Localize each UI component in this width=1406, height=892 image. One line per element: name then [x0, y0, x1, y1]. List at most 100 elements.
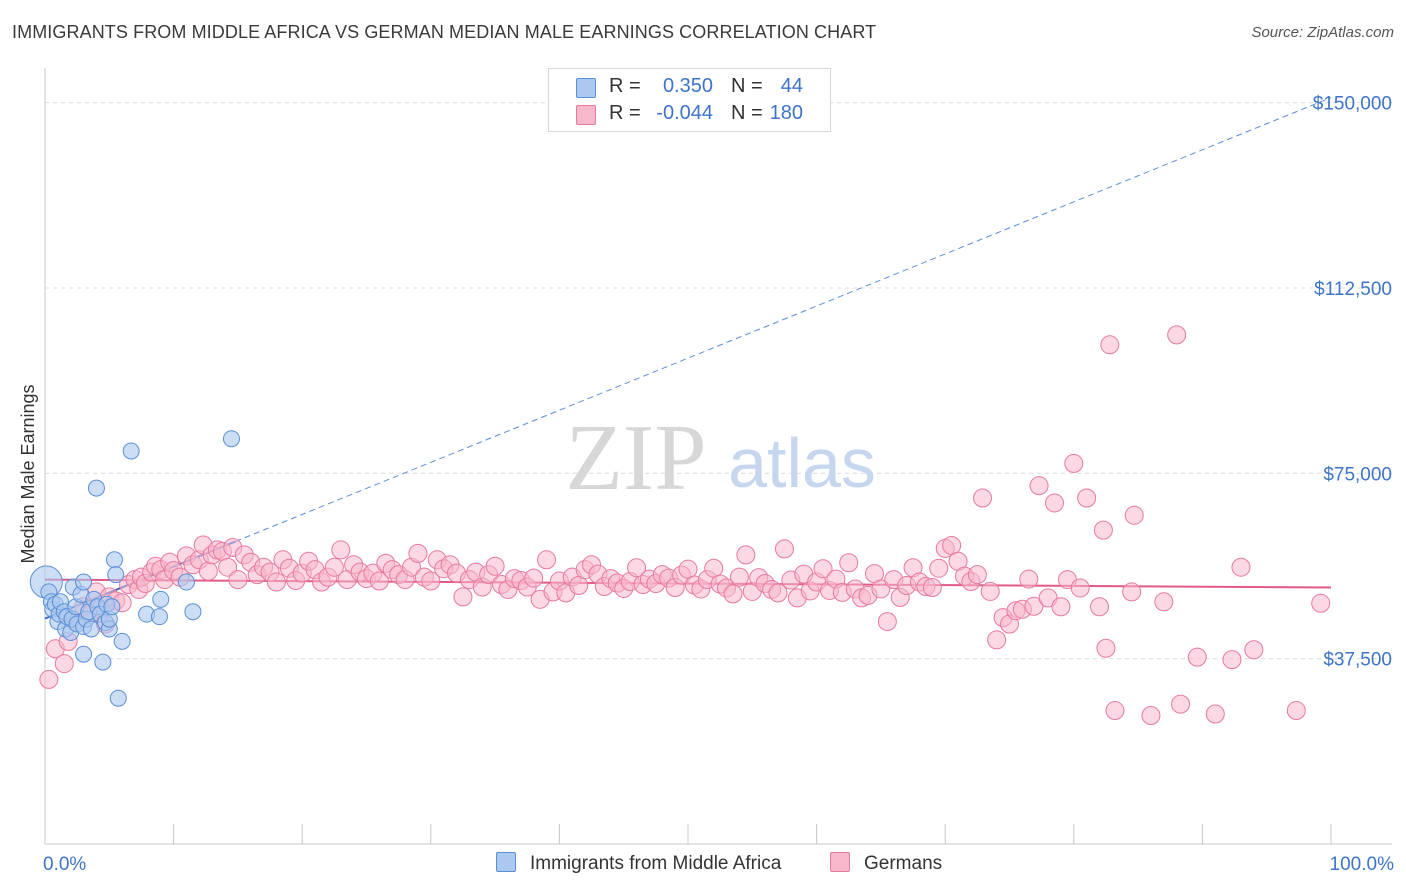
data-point-germans	[972, 488, 992, 508]
data-point-germans	[485, 556, 505, 576]
chart-title: IMMIGRANTS FROM MIDDLE AFRICA VS GERMAN …	[12, 22, 877, 42]
data-point-germans	[228, 570, 248, 590]
series-legend-blue: Immigrants from Middle Africa	[496, 852, 781, 875]
legend-r-label: R =	[609, 75, 641, 97]
label-layer: $37,500 $75,000 $112,500 $150,000 0.0% 100.0%…	[18, 94, 1394, 875]
data-point-germans	[1077, 488, 1097, 508]
series-legend-swatch-pink	[830, 852, 850, 872]
data-point-germans	[369, 571, 389, 591]
data-point-germans	[218, 557, 238, 577]
data-point-germans	[877, 612, 897, 632]
data-point-middle-africa	[177, 573, 195, 591]
legend-n-label: N =	[731, 102, 763, 124]
data-point-germans	[1070, 578, 1090, 598]
data-point-germans	[839, 553, 859, 573]
data-point-germans	[1205, 704, 1225, 724]
data-point-germans	[678, 559, 698, 579]
y-tick-label: $150,000	[1313, 94, 1392, 115]
data-point-germans	[524, 568, 544, 588]
data-point-germans	[704, 558, 724, 578]
data-point-germans	[1222, 650, 1242, 670]
data-point-germans	[1171, 694, 1191, 714]
data-point-germans	[1029, 476, 1049, 496]
data-point-middle-africa	[152, 590, 170, 608]
data-point-germans	[1096, 638, 1116, 658]
legend-r-label: R =	[609, 102, 641, 124]
data-point-germans	[198, 561, 218, 581]
chart-source: Source: ZipAtlas.com	[1251, 24, 1394, 41]
series-legend-pink: Germans	[830, 852, 942, 875]
stats-legend-row-pink: R = -0.044 N = 180	[549, 100, 830, 128]
data-point-germans	[1167, 325, 1187, 345]
data-point-middle-africa	[109, 689, 127, 707]
data-point-middle-africa	[103, 598, 121, 616]
data-point-germans	[408, 543, 428, 563]
series-legend-swatch-blue	[496, 852, 516, 872]
legend-swatch-pink	[576, 105, 596, 125]
data-point-germans	[569, 575, 589, 595]
data-point-germans	[324, 557, 344, 577]
legend-n-label: N =	[731, 75, 763, 97]
data-point-germans	[922, 577, 942, 597]
legend-r-value: -0.044	[656, 102, 713, 124]
data-point-germans	[1244, 640, 1264, 660]
data-point-germans	[1024, 596, 1044, 616]
data-point-germans	[54, 654, 74, 674]
data-point-germans	[1105, 701, 1125, 721]
data-point-middle-africa	[87, 479, 105, 497]
data-point-germans	[768, 583, 788, 603]
points-layer	[29, 325, 1331, 725]
data-point-germans	[1019, 569, 1039, 589]
data-point-germans	[980, 581, 1000, 601]
data-point-germans	[1090, 597, 1110, 617]
legend-n-value: 44	[780, 75, 803, 97]
data-point-germans	[1045, 493, 1065, 513]
data-point-middle-africa	[82, 620, 100, 638]
data-point-germans	[967, 565, 987, 585]
data-point-middle-africa	[107, 566, 125, 584]
y-tick-label: $75,000	[1323, 464, 1392, 485]
data-point-germans	[942, 535, 962, 555]
watermark-atlas: atlas	[728, 424, 876, 502]
data-point-middle-africa	[150, 608, 168, 626]
data-point-germans	[537, 550, 557, 570]
data-point-germans	[1141, 705, 1161, 725]
data-point-middle-africa	[75, 645, 93, 663]
data-point-middle-africa	[184, 603, 202, 621]
data-point-germans	[1064, 453, 1084, 473]
data-point-germans	[1231, 557, 1251, 577]
watermark-zip: ZIP	[566, 406, 707, 510]
legend-swatch-blue	[576, 78, 596, 98]
data-point-germans	[1122, 582, 1142, 602]
data-point-germans	[1154, 592, 1174, 612]
data-point-germans	[729, 567, 749, 587]
data-point-middle-africa	[75, 573, 93, 591]
data-point-germans	[929, 558, 949, 578]
data-point-middle-africa	[122, 442, 140, 460]
data-point-germans	[987, 630, 1007, 650]
data-point-germans	[266, 572, 286, 592]
x-tick-label: 100.0%	[1330, 854, 1395, 875]
y-axis-title: Median Male Earnings	[18, 384, 38, 563]
data-point-middle-africa	[222, 430, 240, 448]
stats-legend: R = 0.350 N = 44 R = -0.044 N = 180	[548, 68, 831, 132]
data-point-germans	[1286, 701, 1306, 721]
data-point-middle-africa	[105, 551, 123, 569]
data-point-middle-africa	[113, 632, 131, 650]
y-tick-label: $37,500	[1323, 650, 1392, 671]
data-point-germans	[39, 669, 59, 689]
data-point-germans	[774, 539, 794, 559]
data-point-germans	[627, 558, 647, 578]
data-point-germans	[1100, 335, 1120, 355]
y-tick-label: $112,500	[1314, 279, 1392, 300]
data-point-germans	[1093, 520, 1113, 540]
legend-r-value: 0.350	[662, 75, 713, 97]
data-point-germans	[1051, 597, 1071, 617]
x-tick-label: 0.0%	[43, 854, 86, 875]
data-point-middle-africa	[94, 653, 112, 671]
data-point-germans	[421, 571, 441, 591]
data-point-germans	[453, 587, 473, 607]
data-point-germans	[871, 579, 891, 599]
legend-n-value: 180	[769, 102, 803, 124]
stats-legend-row-blue: R = 0.350 N = 44	[549, 73, 830, 101]
